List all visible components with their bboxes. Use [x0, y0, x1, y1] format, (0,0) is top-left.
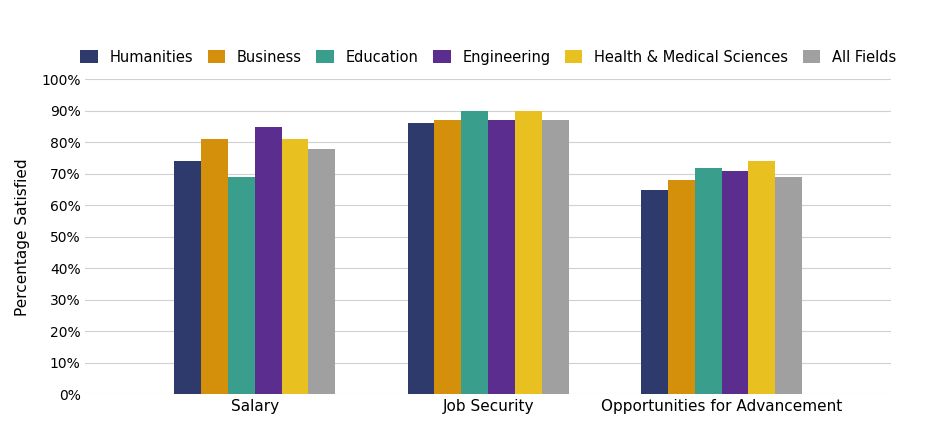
Bar: [309, 148, 335, 394]
Bar: [228, 177, 255, 394]
Bar: [668, 180, 694, 394]
Bar: [201, 139, 228, 394]
Y-axis label: Percentage Satisfied: Percentage Satisfied: [15, 158, 30, 316]
Bar: [174, 161, 201, 394]
Bar: [488, 120, 515, 394]
Bar: [694, 167, 722, 394]
Bar: [408, 124, 434, 394]
Bar: [641, 190, 668, 394]
Bar: [542, 120, 569, 394]
Legend: Humanities, Business, Education, Engineering, Health & Medical Sciences, All Fie: Humanities, Business, Education, Enginee…: [76, 45, 901, 69]
Bar: [749, 161, 775, 394]
Bar: [515, 111, 542, 394]
Bar: [775, 177, 802, 394]
Bar: [255, 127, 281, 394]
Bar: [434, 120, 462, 394]
Bar: [281, 139, 309, 394]
Bar: [722, 171, 749, 394]
Bar: [462, 111, 488, 394]
